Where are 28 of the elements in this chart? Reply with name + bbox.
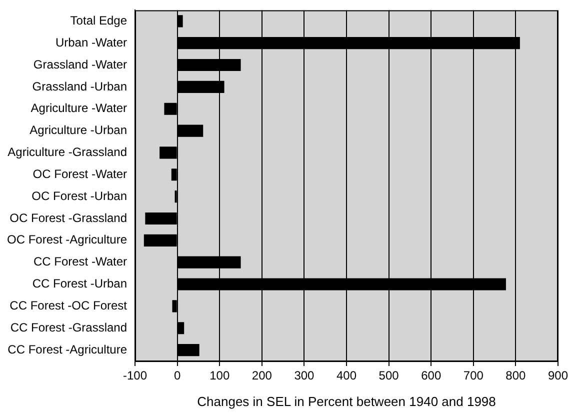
y-tick-label: Agriculture -Water [30,101,128,116]
y-tick-label: CC Forest -Agriculture [8,342,128,356]
x-tick-label: -100 [123,368,148,383]
y-tick-label: OC Forest -Water [32,166,128,181]
x-tick-label: 900 [548,368,568,383]
y-tick-label: Grassland -Urban [32,79,128,94]
y-tick-label: Total Edge [70,13,128,28]
y-tick-label: CC Forest -Grassland [10,320,128,334]
x-tick-label: 300 [294,368,315,383]
x-tick-label: 700 [463,368,484,383]
y-tick-label: Agriculture -Grassland [8,145,128,160]
y-tick-label: OC Forest -Grassland [10,210,128,225]
y-tick-label: CC Forest -Water [33,254,128,269]
x-tick-label: 500 [378,368,400,383]
x-tick-label: 600 [421,368,442,383]
x-tick-label: 200 [252,368,272,383]
x-tick-label: 0 [174,368,181,383]
x-tick-label: 400 [336,368,357,383]
y-tick-label: CC Forest -OC Forest [10,298,128,312]
y-tick-label: Agriculture -Urban [30,123,128,138]
y-tick-label: OC Forest -Urban [32,188,128,203]
x-axis-title: Changes in SEL in Percent between 1940 and 1998 [197,394,496,409]
x-tick-label: 800 [506,368,526,383]
y-tick-label: OC Forest -Agriculture [7,232,128,247]
y-tick-label: Urban -Water [55,35,128,50]
y-tick-label: CC Forest -Urban [32,276,128,291]
y-tick-label: Grassland -Water [33,57,128,72]
x-tick-label: 100 [210,368,230,383]
